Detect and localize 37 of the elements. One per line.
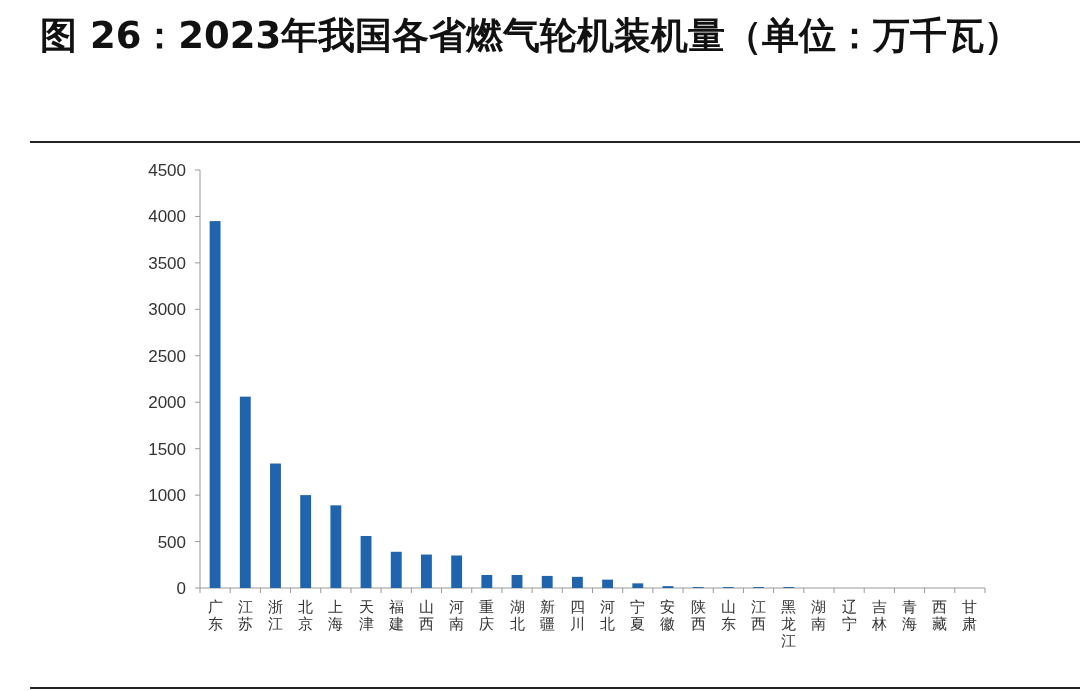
x-tick-label: 广东 bbox=[207, 598, 223, 633]
x-tick-label: 江苏 bbox=[237, 598, 253, 633]
x-tick-label: 湖北 bbox=[509, 598, 525, 633]
y-tick-label: 0 bbox=[176, 579, 186, 598]
x-tick-label: 河南 bbox=[449, 598, 465, 633]
y-tick-label: 1500 bbox=[148, 439, 186, 459]
y-tick-label: 2500 bbox=[148, 346, 186, 366]
x-tick-label: 天津 bbox=[358, 598, 374, 633]
x-tick-label: 上海 bbox=[328, 598, 344, 633]
x-tick-label: 山西 bbox=[418, 598, 434, 633]
title: 图 26：2023年我国各省燃气轮机装机量（单位：万千瓦） bbox=[40, 13, 1023, 59]
x-tick-label: 西藏 bbox=[932, 598, 948, 633]
x-tick-label: 浙江 bbox=[267, 598, 283, 633]
x-tick-label: 福建 bbox=[387, 598, 404, 633]
x-tick-label: 北京 bbox=[298, 598, 314, 633]
x-tick-label: 新疆 bbox=[539, 598, 555, 633]
x-tick-label: 河北 bbox=[600, 598, 616, 633]
y-tick-label: 1000 bbox=[148, 486, 186, 506]
x-tick-label: 重庆 bbox=[479, 598, 495, 633]
x-tick-label: 黑龙江 bbox=[781, 598, 797, 650]
y-tick-label: 3500 bbox=[148, 253, 186, 273]
y-tick-label: 500 bbox=[157, 532, 186, 552]
x-tick-label: 山东 bbox=[720, 598, 736, 633]
x-tick-label: 吉林 bbox=[870, 598, 887, 633]
x-tick-label: 安徽 bbox=[660, 598, 676, 633]
x-tick-label: 甘肃 bbox=[962, 598, 978, 633]
x-tick-label: 陕西 bbox=[690, 598, 706, 633]
y-tick-label: 4000 bbox=[148, 207, 186, 227]
x-tick-label: 青海 bbox=[902, 598, 918, 633]
y-tick-label: 3000 bbox=[148, 300, 186, 320]
x-tick-label: 宁夏 bbox=[630, 598, 646, 633]
x-tick-label: 辽宁 bbox=[841, 598, 857, 633]
x-tick-label: 江西 bbox=[751, 598, 767, 633]
x-tick-label: 湖南 bbox=[811, 598, 827, 633]
y-tick-label: 4500 bbox=[148, 161, 186, 180]
x-tick-label: 四川 bbox=[569, 598, 585, 633]
y-tick-label: 2000 bbox=[148, 393, 186, 413]
